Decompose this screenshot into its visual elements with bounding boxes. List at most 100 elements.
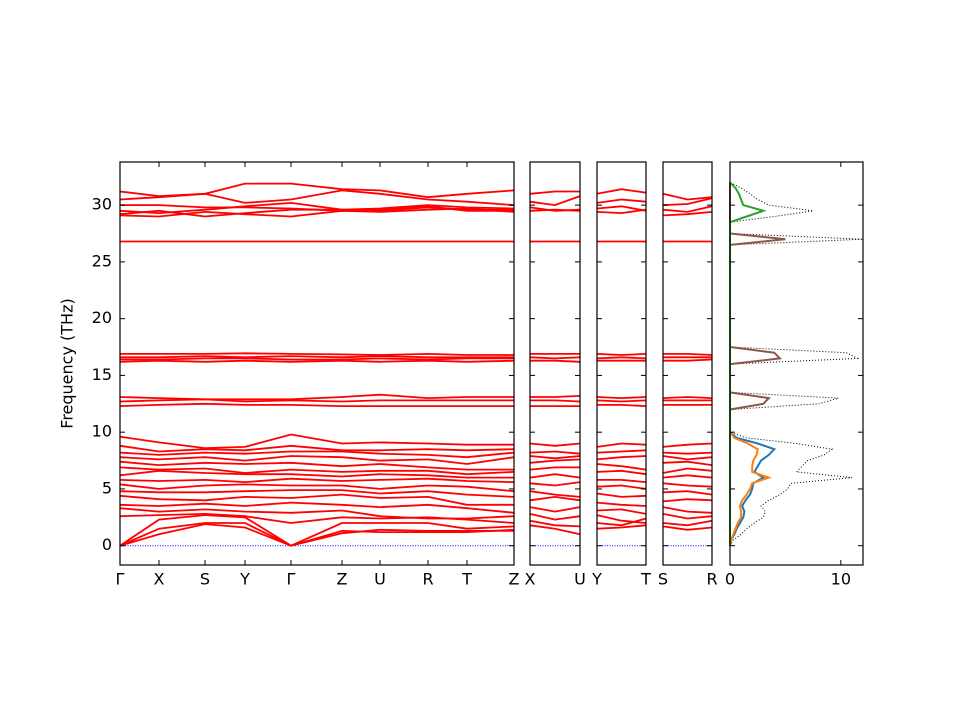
y-tick-label: 10 [92,422,112,441]
axes-frame [119,161,515,566]
band-line [529,481,581,487]
band-line [530,395,581,398]
band-line [119,393,514,401]
band-line [596,188,647,195]
band-line [662,506,713,514]
band-line [662,192,713,201]
band-line [663,358,713,362]
band-line [119,523,515,547]
band-line [662,455,713,461]
x-tick-label: Y [239,570,250,589]
band-line [662,498,713,503]
x-tick-label: Γ [116,570,125,589]
band-line [596,484,647,490]
band-line [596,205,647,212]
band-line [529,195,581,207]
band-line [662,519,713,527]
band-line [529,208,581,212]
axes-frame [662,161,713,566]
band-line [529,458,581,464]
band-line [662,451,713,455]
band-line [119,489,515,498]
band-line [530,399,581,403]
band-line [529,356,581,360]
x-tick-label: 0 [725,570,735,589]
band-line [120,355,514,359]
band-line [596,353,647,356]
dos-line [729,181,864,546]
y-tick-label: 15 [92,365,112,384]
x-tick-label: Z [337,570,348,589]
band-line [120,352,514,356]
axes-frame [529,161,581,566]
band-line [662,211,713,217]
band-line [529,519,581,528]
axes-frame [596,161,647,566]
band-line [119,201,515,215]
band-line [597,478,647,483]
y-tick-label: 25 [92,251,112,270]
band-line [596,396,647,400]
band-line [530,359,581,363]
band-line [662,482,713,488]
band-line [119,189,515,206]
x-tick-label: Y [591,570,602,589]
band-line [662,205,713,213]
band-line [119,398,514,403]
band-line [662,525,713,531]
y-tick-label: 5 [102,478,112,497]
band-line [119,359,515,363]
band-line [662,442,713,448]
x-tick-label: X [154,570,165,589]
band-line [119,433,514,450]
x-tick-label: 10 [831,570,851,589]
band-line [596,469,647,476]
band-line [119,402,514,408]
band-line [529,190,580,195]
band-line [662,490,713,496]
band-line [119,522,514,547]
axes-frame [729,161,864,566]
band-line [596,508,647,515]
band-line [663,352,713,356]
band-line [529,524,581,536]
band-line [529,473,581,479]
band-line [596,514,647,524]
band-line [596,463,647,471]
band-line [119,501,515,514]
band-line [596,524,647,530]
band-line [596,517,647,527]
band-line [596,356,647,360]
band-line [596,455,647,461]
band-line [596,492,647,498]
band-line [529,450,581,455]
band-line [529,442,581,447]
band-line [119,477,515,484]
band-line [596,501,647,507]
band-line [119,514,515,547]
band-line [119,444,515,453]
y-axis-label: Frequency (THz) [58,298,77,428]
y-tick-label: 0 [102,535,112,554]
band-line [119,455,515,465]
band-line [529,506,581,513]
band-line [596,442,647,448]
band-line [662,474,713,479]
band-line [119,493,514,506]
x-tick-label: T [461,570,472,589]
x-tick-label: Γ [287,570,296,589]
band-line [662,467,713,474]
band-line [119,460,514,471]
band-line [662,396,713,399]
x-tick-label: R [422,570,433,589]
band-line [662,513,713,520]
x-tick-label: U [374,570,386,589]
band-line [596,449,647,454]
band-line [596,208,647,215]
x-tick-label: T [640,570,651,589]
x-tick-label: X [525,570,536,589]
band-line [529,455,581,460]
x-tick-label: Z [509,570,520,589]
